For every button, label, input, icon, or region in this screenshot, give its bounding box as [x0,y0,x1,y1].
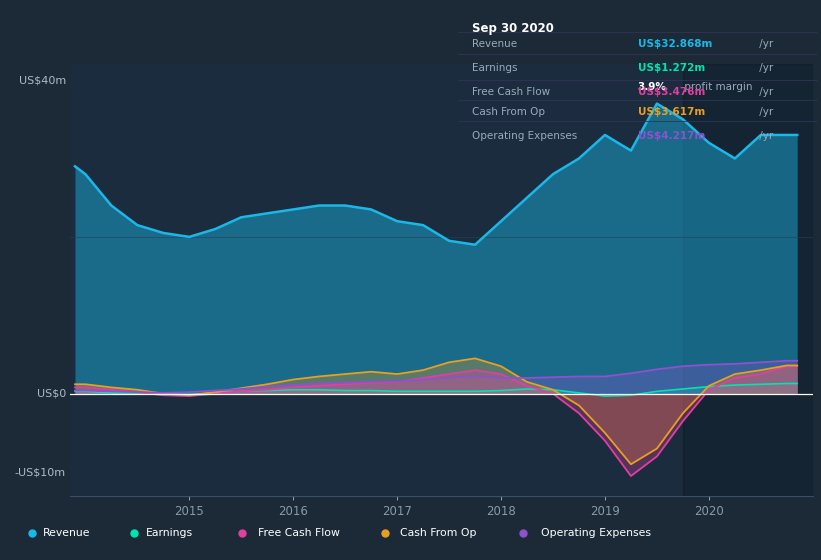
Bar [683,64,813,496]
Text: US$3.617m: US$3.617m [638,108,704,117]
Text: Earnings: Earnings [146,529,193,538]
Text: Revenue: Revenue [44,529,90,538]
Text: Free Cash Flow: Free Cash Flow [472,86,551,96]
Text: Revenue: Revenue [472,39,517,49]
Text: Operating Expenses: Operating Expenses [472,131,578,141]
Text: Operating Expenses: Operating Expenses [541,529,651,538]
Text: /yr: /yr [756,63,773,73]
Text: US$3.476m: US$3.476m [638,86,705,96]
Text: US$1.272m: US$1.272m [638,63,704,73]
Text: 3.9%: 3.9% [638,82,667,92]
Text: profit margin: profit margin [681,82,752,92]
Text: /yr: /yr [756,108,773,117]
Text: Earnings: Earnings [472,63,518,73]
Text: US$0: US$0 [37,389,66,399]
Text: /yr: /yr [756,39,773,49]
Text: US$40m: US$40m [19,75,66,85]
Text: Cash From Op: Cash From Op [472,108,545,117]
Text: US$32.868m: US$32.868m [638,39,712,49]
Text: /yr: /yr [756,86,773,96]
Text: Cash From Op: Cash From Op [400,529,476,538]
Text: Free Cash Flow: Free Cash Flow [259,529,340,538]
Text: /yr: /yr [756,131,773,141]
Text: US$4.217m: US$4.217m [638,131,705,141]
Text: -US$10m: -US$10m [15,467,66,477]
Text: Sep 30 2020: Sep 30 2020 [472,22,554,35]
